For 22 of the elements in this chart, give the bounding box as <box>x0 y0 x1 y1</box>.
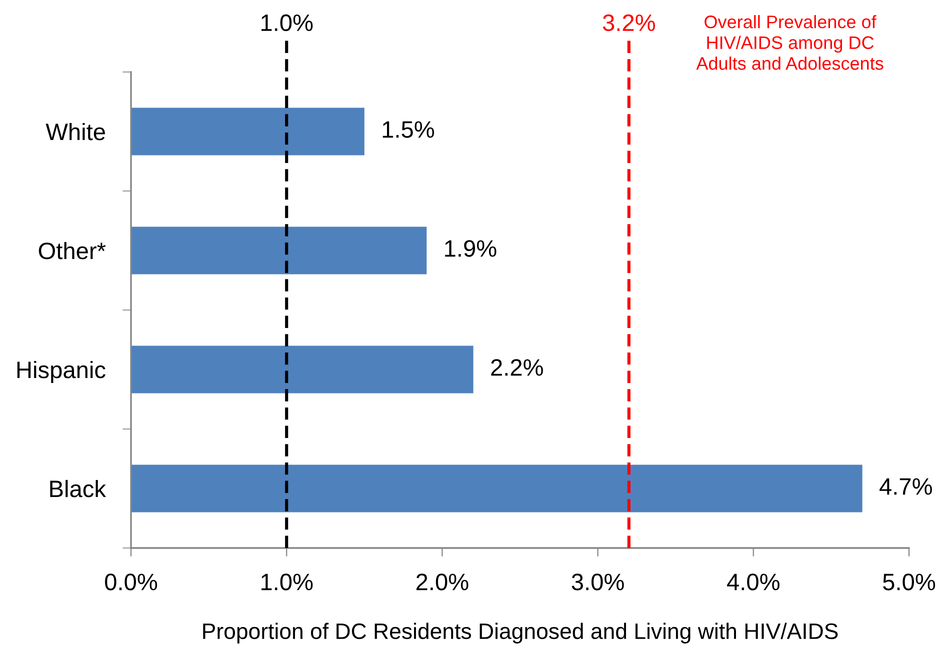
y-tick-label: Other* <box>38 242 106 260</box>
annotation: Overall Prevalence of HIV/AIDS among DC Adults and Adolescents <box>696 15 884 70</box>
x-tick-label: 4.0% <box>727 574 780 590</box>
bar <box>131 464 862 512</box>
x-tick-label: 3.0% <box>572 574 624 590</box>
bar <box>131 226 427 274</box>
x-tick-label: 0.0% <box>105 574 158 590</box>
ref-line-label: 3.2% <box>602 14 655 32</box>
y-tick-label: Hispanic <box>17 360 106 383</box>
x-tick-label: 5.0% <box>883 574 936 590</box>
data-label: 4.7% <box>880 478 932 495</box>
bar <box>131 108 364 156</box>
x-tick-label: 2.0% <box>416 574 468 590</box>
y-tick-label: Black <box>50 480 106 498</box>
data-label: 1.9% <box>445 240 496 257</box>
y-tick-label: White <box>46 122 105 140</box>
bar <box>131 346 474 394</box>
data-label: 2.2% <box>491 359 543 376</box>
x-axis-title: Proportion of DC Residents Diagnosed and Living with HIV/AIDS <box>203 622 838 644</box>
ref-line-label: 1.0% <box>261 14 313 32</box>
x-tick-label: 1.0% <box>261 574 313 590</box>
data-label: 1.5% <box>382 121 434 138</box>
